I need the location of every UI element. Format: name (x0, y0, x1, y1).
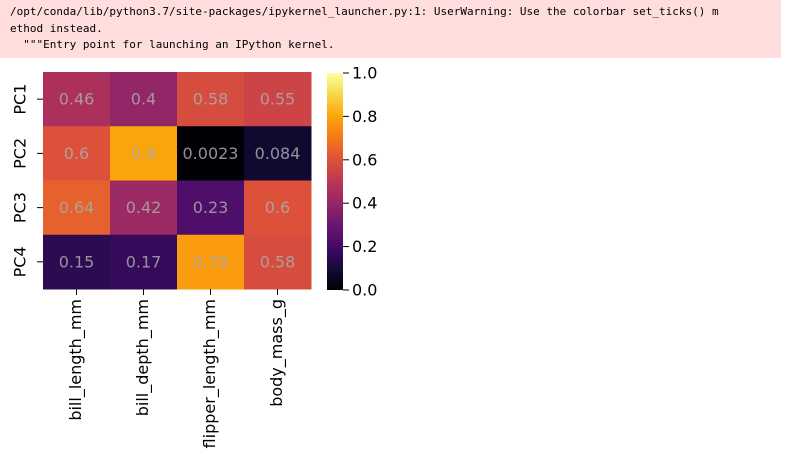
cell-label: 0.0023 (183, 144, 239, 163)
colorbar (327, 73, 343, 290)
cell-label: 0.46 (59, 90, 95, 109)
cell-label: 0.42 (126, 198, 162, 217)
heatmap-cell (177, 72, 245, 127)
heatmap-cell (43, 234, 111, 290)
cell-label: 0.6 (265, 198, 290, 217)
colorbar-tick-label: 1.0 (352, 64, 377, 83)
cell-label: 0.58 (193, 90, 229, 109)
colorbar-tick-label: 0.8 (352, 107, 377, 126)
cell-label: 0.17 (126, 252, 162, 271)
warning-line: """Entry point for launching an IPython … (10, 38, 335, 51)
cell-label: 0.084 (255, 144, 301, 163)
cell-label: 0.55 (260, 90, 296, 109)
heatmap-cell (43, 180, 111, 236)
cell-label: 0.58 (260, 252, 296, 271)
heatmap-cell (177, 180, 245, 236)
heatmap-cell (244, 180, 312, 236)
y-tick-label: PC2 (11, 138, 30, 169)
cell-label: 0.15 (59, 252, 95, 271)
colorbar-tick-label: 0.0 (352, 281, 377, 300)
heatmap-cell (177, 234, 245, 290)
cell-label: 0.64 (59, 198, 95, 217)
heatmap-cell (244, 126, 312, 181)
colorbar-tick-label: 0.2 (352, 237, 377, 256)
cell-label: 0.8 (131, 144, 156, 163)
cell-label: 0.78 (193, 252, 229, 271)
cell-label: 0.6 (64, 144, 89, 163)
heatmap-cell (110, 126, 178, 181)
colorbar-tick-label: 0.6 (352, 150, 377, 169)
heatmap-cell (244, 234, 312, 290)
x-tick-label: bill_length_mm (66, 299, 86, 421)
heatmap-cell (43, 72, 111, 127)
cell-label: 0.23 (193, 198, 229, 217)
x-tick-label: flipper_length_mm (200, 299, 220, 448)
colorbar-tick-label: 0.4 (352, 194, 377, 213)
heatmap-cell (110, 72, 178, 127)
warning-line: /opt/conda/lib/python3.7/site-packages/i… (10, 5, 719, 18)
heatmap-cell (110, 234, 178, 290)
cell-label: 0.4 (131, 90, 156, 109)
y-tick-label: PC1 (11, 84, 30, 115)
warning-box: /opt/conda/lib/python3.7/site-packages/i… (0, 0, 781, 58)
heatmap-cell (177, 126, 245, 181)
y-tick-label: PC4 (11, 246, 30, 277)
heatmap-cell (244, 72, 312, 127)
y-tick-label: PC3 (11, 192, 30, 223)
x-tick-label: body_mass_g (267, 299, 287, 407)
heatmap-cell (43, 126, 111, 181)
x-tick-label: bill_depth_mm (133, 299, 153, 416)
heatmap-cell (110, 180, 178, 236)
warning-line: ethod instead. (10, 21, 103, 35)
